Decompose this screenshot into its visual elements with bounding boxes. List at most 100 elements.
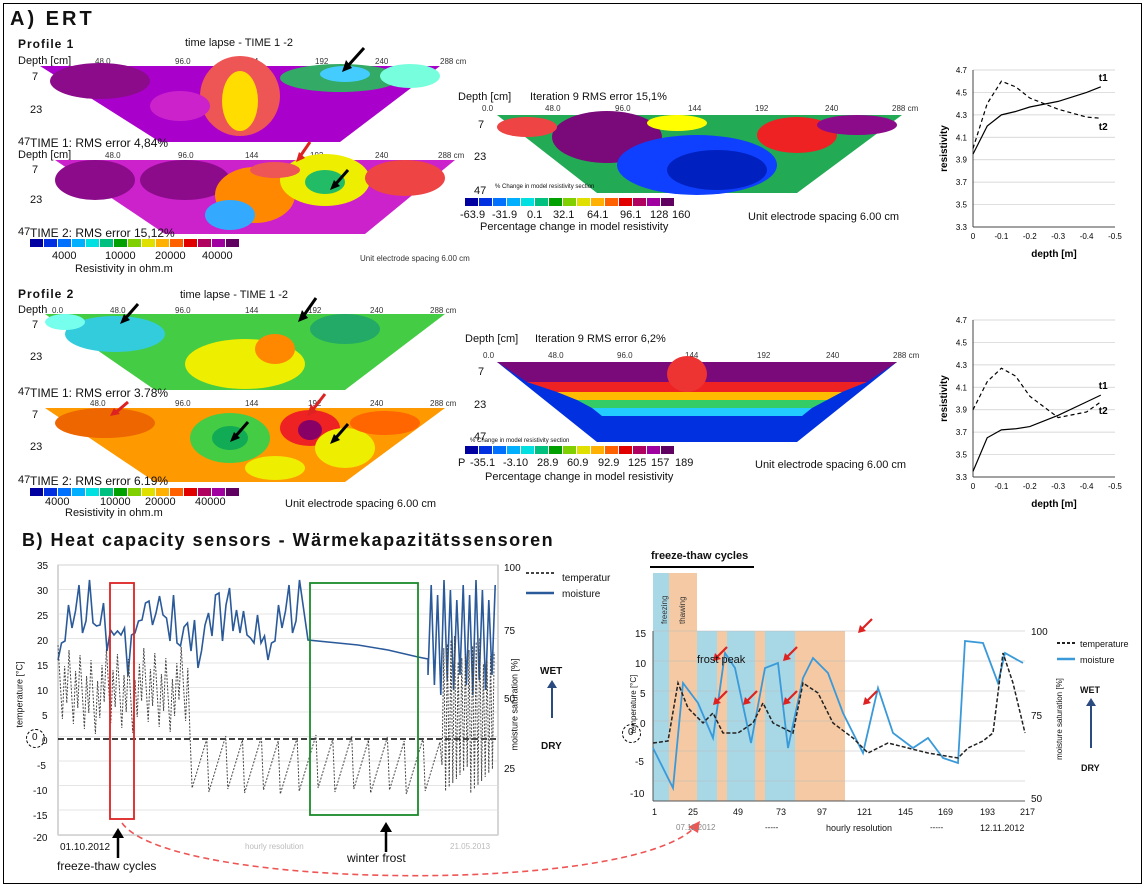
p1-xtick: 48.0 [95,57,111,66]
y-tick-label: 4.1 [956,383,968,392]
p2-pct-val: 92.9 [598,457,620,469]
profile1-iteration-section [497,111,902,195]
resistivity-colorbar [30,239,239,247]
arrow-icon [330,423,350,444]
profile2-time1-section [45,314,445,390]
x-tick-label: -0.2 [1023,232,1037,241]
yrr-tick: 100 [1031,627,1048,638]
p2-depth-7: 7 [32,319,39,331]
p1-xtick: 192 [315,57,329,66]
red-arrow-icon [858,618,873,633]
red-arrow-icon [110,400,129,416]
p2-iter-xtick: 0.0 [483,351,495,360]
xr-tick: 217 [1020,807,1036,817]
xr-tick: 1 [652,807,658,817]
y-tick-label: 4.1 [956,133,968,142]
p1-pct-label: Percentage change in model resistivity [480,221,669,233]
freeze-thaw-chart [652,573,1026,802]
p1-iter-xtick: 144 [688,104,702,113]
legend-moist: moisture [562,589,601,600]
yrt-tick: -5 [635,757,644,768]
xr-tick: 145 [898,807,914,817]
p1-iter-depth-23: 23 [474,151,487,163]
p2-pct-val: 60.9 [567,457,589,469]
resistivity-colorbar-2 [30,488,239,496]
xr-dash2: ----- [930,823,944,832]
p1-depth-7: 7 [32,71,39,83]
xr-tick: 49 [733,807,744,817]
yrt-tick: 5 [640,689,646,700]
xr-date-end: 12.11.2012 [980,823,1025,833]
y-tick-label: 4.3 [956,361,968,370]
p2-depth-47: 47 [18,386,31,398]
yr-tick: 25 [504,764,516,775]
series-t1 [972,394,1102,472]
p2-xtick: 48.0 [110,306,126,315]
p1-depth-23b: 23 [30,194,43,206]
p1-xtick: 240 [375,151,389,160]
yr-tick: 50 [504,694,516,705]
pct-colorbar-1 [465,198,674,206]
section-b-title: B) Heat capacity sensors - Wärmekapazitä… [22,530,555,550]
up-arrow-icon [1086,698,1096,748]
x-mid: hourly resolution [245,842,304,851]
yl-tick: 25 [37,611,49,622]
ft-heading-underline [650,566,754,568]
freeze-thaw-box [109,582,135,820]
profile2-time1: TIME 1: RMS error 3.78% [30,386,169,400]
p1-spacing-small: Unit electrode spacing 6.00 cm [360,254,470,263]
p2-pct-val: 157 [651,457,670,469]
yl-label: temperature [°C] [14,661,25,728]
p2-iter-xtick: 144 [685,351,699,360]
arrow-icon [298,297,318,322]
p2-leg-val: 4000 [45,496,70,508]
red-arrow-icon [307,393,327,416]
profile2-label: Profile 2 [18,287,75,301]
p1-pct-val: 64.1 [587,209,609,221]
red-arrow-icon [713,646,728,661]
xr-mid: hourly resolution [826,823,893,833]
arrow-icon [380,822,392,852]
p1-iter-xtick: 0.0 [482,104,494,113]
yl-tick: 0 [42,736,48,747]
series-t2 [972,367,1102,419]
resistivity-line-chart: 4.7 4.5 4.3 4.1 3.9 3.7 3.5 3.30 -0.1 -0.2 -0.3 -0.… [939,316,1122,510]
p1-xtick: 96.0 [178,151,194,160]
phase-band [697,631,717,801]
up-arrow-icon [547,680,557,718]
p2-iter-xtick: 96.0 [617,351,633,360]
temperature-series [652,652,1026,759]
p1-iter-depth: Depth [cm] [458,91,512,103]
y-tick-label: 4.5 [956,88,968,97]
moisture-series [57,579,496,696]
profile1-time1-section [40,56,440,142]
x-tick-label: -0.4 [1080,232,1094,241]
zero-label-r: 0 [628,727,634,738]
p2-pct-val: 189 [675,457,694,469]
x-axis-label: depth [m] [1031,499,1077,510]
profile1-depth-label-2: Depth [cm] [18,149,72,161]
yl-tick: 20 [37,636,49,647]
phase-band [755,631,765,801]
p1-pct-val: -63.9 [460,209,486,221]
y-tick-label: 3.9 [956,156,968,165]
yl-tick: 30 [37,586,49,597]
xr-tick: 73 [776,807,787,817]
y-tick-label: 3.3 [956,223,968,232]
series-t1 [972,86,1102,155]
legend-moist-swatch-r [1057,657,1075,661]
p2-pct-val: -3.10 [503,457,529,469]
x-tick-label: -0.1 [995,232,1009,241]
p1-pct-val: 0.1 [527,209,543,221]
xr-dash1: ----- [765,823,779,832]
p2-pct-label: Percentage change in model resistivity [485,471,674,483]
dry-label-r: DRY [1081,763,1100,773]
p2-xtick: 144 [245,306,259,315]
p1-iter-xtick: 240 [825,104,839,113]
x-tick-label: -0.3 [1051,482,1065,491]
p1-iter-xtick: 48.0 [545,104,561,113]
p2-iter-xtick: 240 [826,351,840,360]
p2-spacing2: Unit electrode spacing 6.00 cm [755,459,907,471]
p1-leg-val: 40000 [202,250,233,262]
yrr-tick: 75 [1031,711,1043,722]
